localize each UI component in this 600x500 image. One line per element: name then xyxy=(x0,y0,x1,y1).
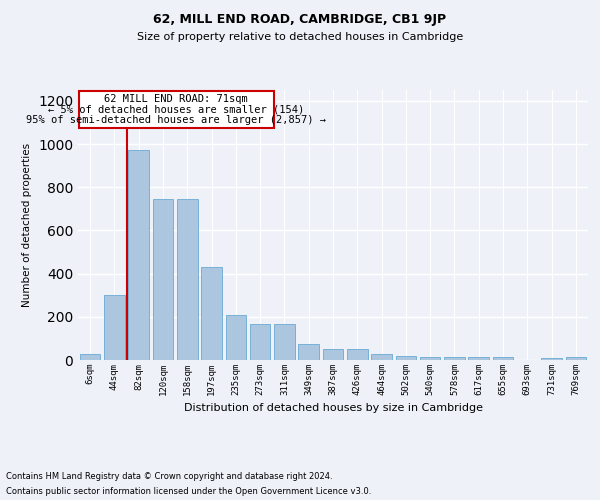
Text: 95% of semi-detached houses are larger (2,857) →: 95% of semi-detached houses are larger (… xyxy=(26,114,326,124)
Bar xyxy=(444,357,465,360)
Text: Contains public sector information licensed under the Open Government Licence v3: Contains public sector information licen… xyxy=(6,487,371,496)
Bar xyxy=(79,91,274,128)
Bar xyxy=(274,324,295,360)
X-axis label: Distribution of detached houses by size in Cambridge: Distribution of detached houses by size … xyxy=(184,404,482,413)
Bar xyxy=(177,199,197,360)
Text: 62, MILL END ROAD, CAMBRIDGE, CB1 9JP: 62, MILL END ROAD, CAMBRIDGE, CB1 9JP xyxy=(154,12,446,26)
Bar xyxy=(323,349,343,360)
Bar xyxy=(226,314,246,360)
Text: 62 MILL END ROAD: 71sqm: 62 MILL END ROAD: 71sqm xyxy=(104,94,248,104)
Bar xyxy=(566,357,586,360)
Bar xyxy=(201,267,222,360)
Y-axis label: Number of detached properties: Number of detached properties xyxy=(22,143,32,307)
Bar xyxy=(152,199,173,360)
Bar xyxy=(420,357,440,360)
Bar xyxy=(347,349,368,360)
Text: Contains HM Land Registry data © Crown copyright and database right 2024.: Contains HM Land Registry data © Crown c… xyxy=(6,472,332,481)
Bar xyxy=(541,358,562,360)
Text: ← 5% of detached houses are smaller (154): ← 5% of detached houses are smaller (154… xyxy=(48,104,304,115)
Bar xyxy=(128,150,149,360)
Bar xyxy=(469,357,489,360)
Bar xyxy=(250,324,271,360)
Bar xyxy=(395,356,416,360)
Bar xyxy=(371,354,392,360)
Bar xyxy=(493,357,514,360)
Bar xyxy=(80,354,100,360)
Bar xyxy=(298,344,319,360)
Text: Size of property relative to detached houses in Cambridge: Size of property relative to detached ho… xyxy=(137,32,463,42)
Bar xyxy=(104,295,125,360)
